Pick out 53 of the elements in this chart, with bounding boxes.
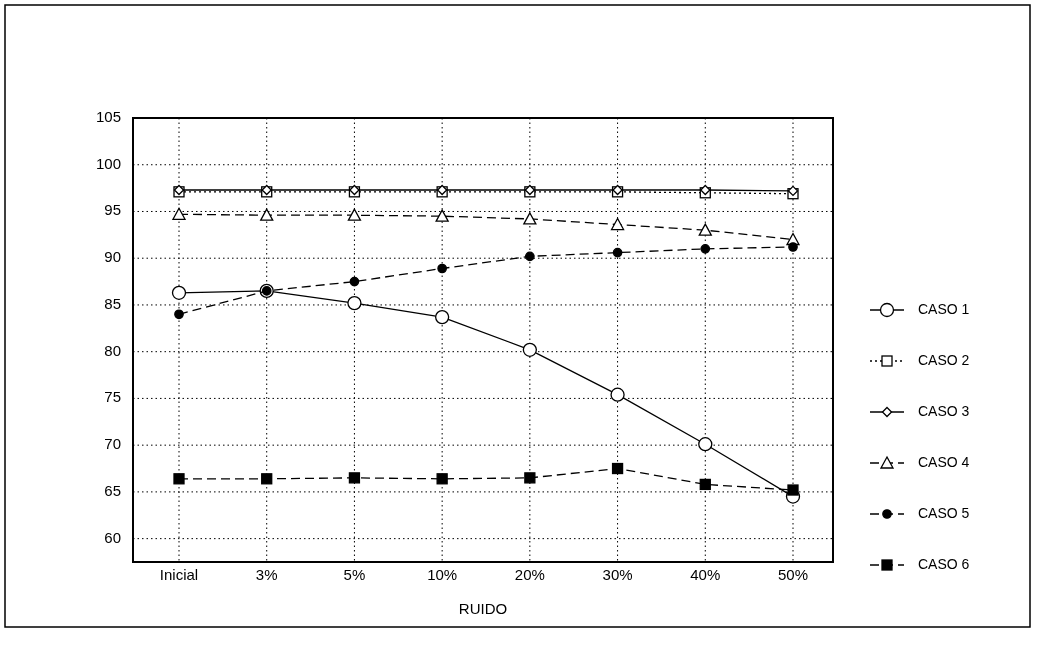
y-tick-label: 95 xyxy=(104,201,121,219)
point xyxy=(525,251,535,262)
point xyxy=(787,484,799,496)
y-tick-label: 75 xyxy=(104,388,121,406)
point xyxy=(523,212,537,225)
point xyxy=(524,472,536,484)
x-tick-label: 50% xyxy=(777,566,809,583)
point xyxy=(347,295,362,311)
point xyxy=(435,209,449,222)
point xyxy=(611,462,624,475)
x-tick-label: 20% xyxy=(514,566,545,583)
y-tick-label: 90 xyxy=(104,248,121,266)
y-tick-label: 85 xyxy=(104,294,121,312)
point xyxy=(347,208,362,221)
legend-label: CASO 6 xyxy=(918,555,970,572)
legend-label: CASO 4 xyxy=(918,453,970,470)
y-tick-label: 105 xyxy=(95,107,121,125)
point xyxy=(349,276,360,287)
legend-label: CASO 3 xyxy=(918,402,970,419)
point xyxy=(260,208,274,221)
x-tick-label: 10% xyxy=(427,566,458,583)
y-tick-label: 80 xyxy=(104,341,121,359)
x-tick-label: Inicial xyxy=(159,566,199,583)
point xyxy=(698,223,712,236)
point xyxy=(522,342,538,357)
point xyxy=(612,247,623,258)
x-tick-label: 30% xyxy=(602,566,633,583)
x-axis-title: RUIDO xyxy=(458,600,508,617)
point xyxy=(699,478,711,491)
y-tick-label: 70 xyxy=(104,435,121,453)
point xyxy=(434,309,450,325)
point xyxy=(700,244,711,254)
point xyxy=(173,473,185,485)
x-tick-label: 40% xyxy=(690,566,721,583)
point xyxy=(172,207,186,220)
legend-label: CASO 2 xyxy=(918,351,970,368)
x-tick-label: 5% xyxy=(343,566,366,583)
point xyxy=(698,437,713,452)
x-tick-label: 3% xyxy=(255,566,278,583)
point xyxy=(788,242,798,252)
point xyxy=(261,473,273,485)
y-tick-label: 65 xyxy=(104,481,121,499)
legend-label: CASO 5 xyxy=(918,504,970,521)
y-tick-label: 60 xyxy=(104,528,121,546)
point xyxy=(610,217,625,231)
legend-label: CASO 1 xyxy=(918,300,970,317)
point xyxy=(436,473,448,485)
point xyxy=(437,263,447,274)
y-tick-label: 100 xyxy=(95,154,121,172)
point xyxy=(610,387,625,402)
point xyxy=(171,285,187,300)
point xyxy=(348,472,361,484)
point xyxy=(174,309,184,320)
